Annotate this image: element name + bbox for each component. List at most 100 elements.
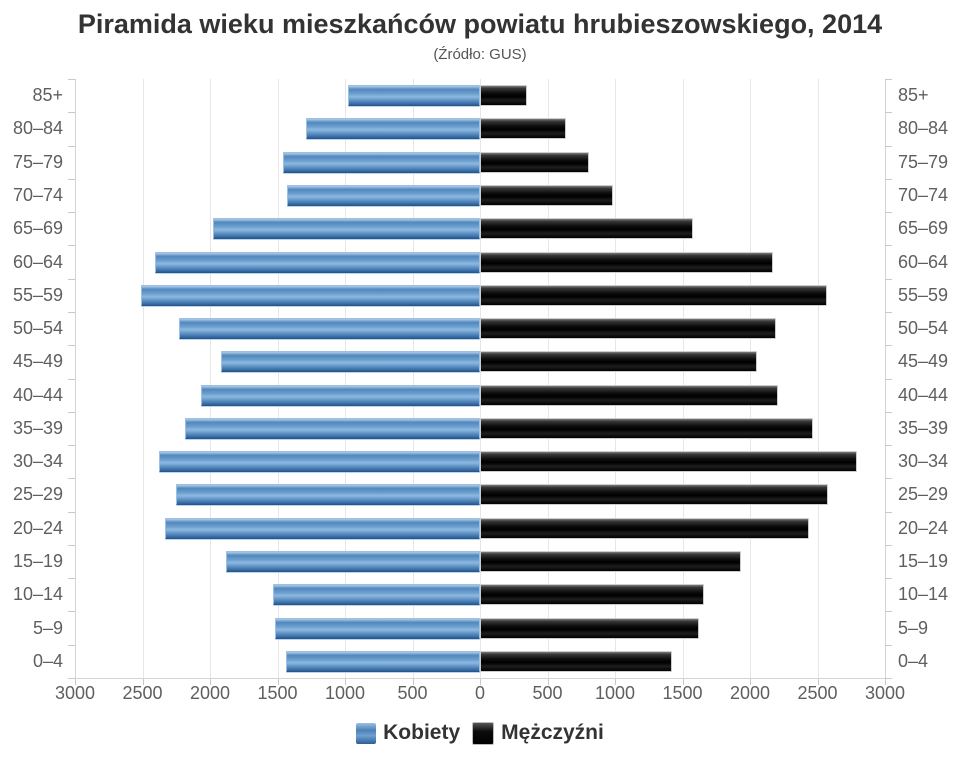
y-axis-label-right: 60–64 [898, 251, 949, 272]
category-axis-tick [68, 644, 75, 646]
bar-women [213, 218, 480, 240]
x-axis-label: 1000 [324, 683, 366, 703]
x-axis-tick [615, 679, 616, 685]
y-axis-label-left: 70–74 [12, 184, 63, 205]
x-axis-label: 500 [397, 683, 428, 703]
bar-men [480, 318, 776, 340]
x-axis-label: 2500 [122, 683, 163, 703]
plot-area [75, 79, 886, 678]
bar-men [480, 284, 827, 306]
category-axis-tick [885, 245, 892, 247]
x-axis-tick [75, 679, 76, 685]
y-axis-label-left: 45–49 [12, 351, 63, 372]
category-axis-tick [68, 478, 75, 480]
x-axis-tick [547, 679, 549, 685]
age-group-row [75, 146, 885, 179]
y-axis-label-right: 65–69 [898, 218, 949, 239]
grid-line [480, 79, 481, 678]
y-axis-label-right: 50–54 [898, 318, 949, 339]
x-axis-tick [142, 679, 144, 685]
category-axis-tick [885, 311, 892, 313]
bar-women [348, 85, 480, 107]
y-axis-label-right: 80–84 [898, 118, 949, 139]
legend-item-men: Mężczyźni [472, 721, 604, 745]
bar-women [287, 184, 480, 206]
category-axis-tick [885, 611, 892, 613]
age-group-row [75, 611, 885, 644]
y-axis-label-left: 75–79 [12, 151, 63, 172]
x-axis-tick [682, 679, 684, 685]
y-axis-label-left: 80–84 [12, 118, 63, 139]
bar-women [226, 551, 480, 572]
bar-men [480, 218, 693, 240]
y-axis-label-left: 0–4 [32, 650, 63, 671]
y-axis-label-left: 60–64 [12, 251, 63, 272]
y-axis-label-left: 50–54 [12, 318, 63, 339]
y-axis-label-left: 15–19 [12, 551, 63, 571]
y-axis-label-left: 65–69 [12, 218, 63, 239]
category-axis-tick [68, 544, 75, 546]
category-axis-tick [885, 644, 892, 646]
y-axis-label-right: 30–34 [898, 451, 949, 472]
grid-line [345, 79, 346, 678]
grid-line [547, 79, 549, 678]
bar-women [155, 251, 480, 273]
age-group-row [75, 412, 885, 445]
bar-women [176, 484, 480, 506]
age-group-row [75, 578, 885, 611]
y-axis-label-left: 40–44 [12, 384, 63, 405]
y-axis-label-right: 0–4 [898, 650, 929, 671]
age-group-row [75, 312, 885, 345]
category-axis-tick [68, 212, 75, 214]
bar-men [480, 85, 527, 107]
category-axis-tick [68, 578, 75, 580]
x-axis-label: 3000 [54, 683, 96, 703]
x-axis-tick [750, 679, 751, 685]
age-group-row [75, 79, 885, 112]
category-axis-tick [68, 112, 75, 114]
category-axis-tick [885, 411, 892, 413]
grid-line [817, 79, 819, 678]
legend-swatch-women-icon [356, 722, 377, 744]
y-axis-label-right: 70–74 [898, 184, 949, 205]
y-axis-label-right: 10–14 [898, 584, 949, 605]
bar-women [141, 284, 480, 306]
y-axis-label-right: 15–19 [898, 551, 949, 571]
x-axis-tick [817, 679, 819, 685]
bar-men [480, 451, 857, 473]
x-axis-label: 2500 [797, 683, 838, 703]
category-axis-tick [68, 445, 75, 447]
y-axis-label-left: 55–59 [12, 284, 63, 305]
y-axis-label-left: 20–24 [12, 517, 63, 538]
y-axis-label-right: 55–59 [898, 284, 949, 305]
grid-line [750, 79, 751, 678]
age-group-row [75, 379, 885, 412]
bar-women [165, 517, 480, 539]
bar-men [480, 617, 699, 639]
x-axis-tick [412, 679, 414, 685]
category-axis-tick [885, 544, 892, 546]
age-group-row [75, 279, 885, 312]
legend-item-women: Kobiety [356, 721, 460, 745]
x-axis-tick [210, 679, 211, 685]
left-axis-line [75, 79, 76, 678]
category-axis-tick [885, 79, 892, 80]
grid-line [277, 79, 279, 678]
age-group-row [75, 212, 885, 245]
bar-women [275, 617, 480, 639]
category-axis-tick [885, 578, 892, 580]
legend-label-men: Mężczyźni [501, 721, 604, 744]
category-axis-tick [885, 278, 892, 280]
category-axis-tick [885, 345, 892, 347]
category-axis-tick [68, 345, 75, 347]
x-axis-tick [345, 679, 346, 685]
bar-women [283, 151, 480, 173]
category-axis-tick [68, 378, 75, 380]
category-axis-tick [885, 678, 892, 679]
category-axis-tick [885, 445, 892, 447]
grid-line [682, 79, 684, 678]
bottom-axis-line [75, 678, 886, 679]
category-axis-tick [68, 178, 75, 180]
bar-men [480, 251, 773, 273]
